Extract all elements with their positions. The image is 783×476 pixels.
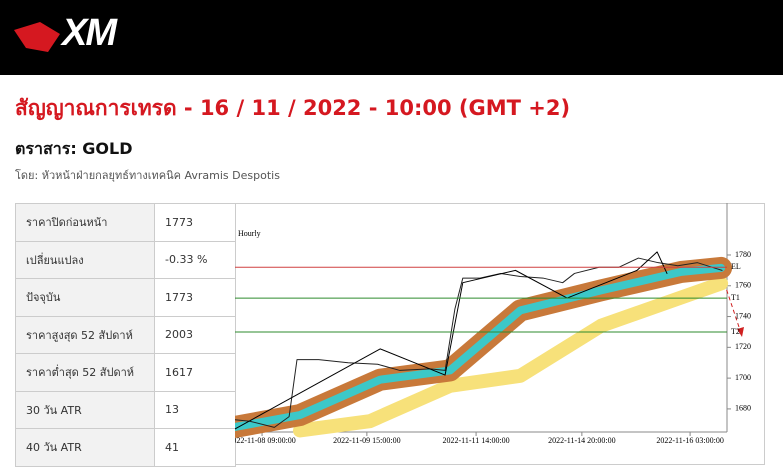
y-tick-label: 1720 bbox=[735, 342, 751, 351]
cell-value: 1617 bbox=[154, 353, 236, 392]
chart: Hourly 1680 1700 1720 1740 1760 1780 2022-11-0… bbox=[235, 203, 765, 465]
table-row: ราคาสูงสุด 52 สัปดาห์ 2003 bbox=[15, 315, 236, 354]
y-tick-label: 1760 bbox=[735, 281, 751, 290]
instrument: ตราสาร: GOLD bbox=[15, 139, 133, 158]
table-row: ปัจจุบัน 1773 bbox=[15, 278, 236, 317]
title: สัญญาณการเทรด - 16 / 11 / 2022 - 10:00 (… bbox=[15, 96, 571, 120]
level-label: T1 bbox=[731, 293, 740, 302]
cell-label: ปัจจุบัน bbox=[15, 278, 155, 317]
cell-value: 2003 bbox=[154, 315, 236, 354]
cell-label: เปลี่ยนแปลง bbox=[15, 240, 155, 279]
table-row: 30 วัน ATR 13 bbox=[15, 390, 236, 429]
series-line bbox=[235, 257, 723, 428]
y-tick-label: 1680 bbox=[735, 404, 751, 413]
x-tick-label: 2022-11-09 15:00:00 bbox=[333, 436, 400, 445]
table-row: เปลี่ยนแปลง -0.33 % bbox=[15, 240, 236, 279]
cell-value: 1773 bbox=[154, 203, 236, 242]
x-tick-label: 2022-11-11 14:00:00 bbox=[442, 436, 509, 445]
table-row: ราคาปิดก่อนหน้า 1773 bbox=[15, 203, 236, 242]
y-tick-label: 1700 bbox=[735, 373, 751, 382]
series-line bbox=[292, 276, 729, 438]
chart-label: Hourly bbox=[238, 229, 261, 238]
cell-value: 41 bbox=[154, 428, 236, 467]
table-row: 40 วัน ATR 41 bbox=[15, 428, 236, 467]
logo[interactable]: XM bbox=[62, 12, 117, 54]
cell-label: 30 วัน ATR bbox=[15, 390, 155, 429]
cell-value: 13 bbox=[154, 390, 236, 429]
y-tick-label: 1740 bbox=[735, 311, 751, 320]
x-tick-label: 2022-11-16 03:00:00 bbox=[656, 436, 723, 445]
byline: โดย: หัวหน้าฝ่ายกลยุทธ์ทางเทคนิค Avramis… bbox=[15, 169, 280, 182]
stats-table: ราคาปิดก่อนหน้า 1773 เปลี่ยนแปลง -0.33 % ปัจ… bbox=[15, 203, 236, 467]
level-label: T2 bbox=[731, 327, 740, 336]
cell-label: 40 วัน ATR bbox=[15, 428, 155, 467]
cell-value: 1773 bbox=[154, 278, 236, 317]
logo-icon bbox=[14, 22, 60, 52]
x-tick-label: 2022-11-14 20:00:00 bbox=[548, 436, 615, 445]
x-tick-label: 2022-11-08 09:00:00 bbox=[235, 436, 296, 445]
series-line bbox=[235, 251, 668, 430]
y-tick-label: 1780 bbox=[735, 250, 751, 259]
arrow-head bbox=[737, 327, 744, 337]
table-row: ราคาต่ำสุด 52 สัปดาห์ 1617 bbox=[15, 353, 236, 392]
cell-value: -0.33 % bbox=[154, 240, 236, 279]
cell-label: ราคาต่ำสุด 52 สัปดาห์ bbox=[15, 353, 155, 392]
cell-label: ราคาสูงสุด 52 สัปดาห์ bbox=[15, 315, 155, 354]
header: XM bbox=[0, 0, 783, 75]
cell-label: ราคาปิดก่อนหน้า bbox=[15, 203, 155, 242]
series-line bbox=[235, 263, 726, 431]
level-label: EL bbox=[731, 262, 741, 271]
